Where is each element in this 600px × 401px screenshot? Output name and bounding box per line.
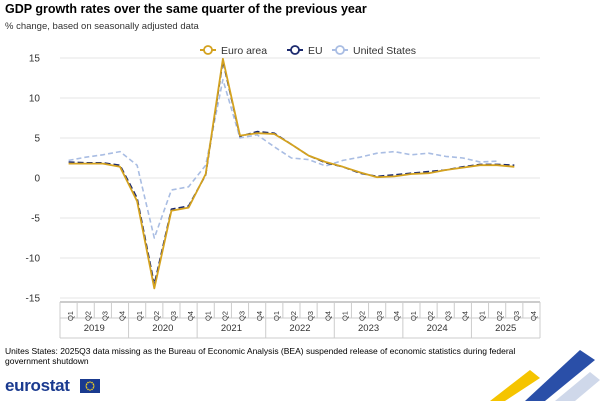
quarter-label: Q3 <box>306 311 315 321</box>
quarter-label: Q1 <box>66 311 75 321</box>
year-label: 2020 <box>152 323 173 334</box>
year-label: 2019 <box>84 323 105 334</box>
chart-subtitle: % change, based on seasonally adjusted d… <box>5 21 199 32</box>
quarter-label: Q3 <box>443 311 452 321</box>
chart-title: GDP growth rates over the same quarter o… <box>5 2 367 16</box>
quarter-label: Q3 <box>512 311 521 321</box>
quarter-label: Q2 <box>220 311 229 321</box>
y-tick-label: 0 <box>34 174 40 185</box>
quarter-label: Q1 <box>203 311 212 321</box>
legend-label: Euro area <box>221 45 267 57</box>
quarter-label: Q1 <box>135 311 144 321</box>
year-label: 2021 <box>221 323 242 334</box>
quarter-label: Q2 <box>289 311 298 321</box>
decorative-stripes <box>490 350 600 401</box>
quarter-label: Q1 <box>409 311 418 321</box>
quarter-label: Q4 <box>392 311 401 321</box>
y-tick-label: 5 <box>34 134 40 145</box>
eurostat-logo: eurostat <box>5 376 70 395</box>
quarter-label: Q3 <box>375 311 384 321</box>
legend-item: United States <box>332 45 416 57</box>
legend-marker <box>290 45 300 55</box>
year-label: 2023 <box>358 323 379 334</box>
quarter-label: Q4 <box>323 311 332 321</box>
year-label: 2022 <box>289 323 310 334</box>
quarter-label: Q4 <box>255 311 264 321</box>
eu-line <box>68 60 515 286</box>
footnote: Unites States: 2025Q3 data missing as th… <box>5 346 516 366</box>
legend-item: EU <box>287 45 323 57</box>
quarter-label: Q1 <box>478 311 487 321</box>
quarter-label: Q4 <box>118 311 127 321</box>
y-tick-label: 10 <box>29 94 41 105</box>
gdp-line-chart: 15 10 5 0 -5 -10 -15 Q1 Q2 Q3 Q4 Q1 Q2 Q3 Q4 Q1 Q2 Q3 Q4 Q1… <box>26 45 541 339</box>
y-tick-label: 15 <box>29 54 41 65</box>
year-label: 2025 <box>495 323 516 334</box>
euro-area-line <box>68 57 515 290</box>
quarter-label: Q3 <box>100 311 109 321</box>
united-states-line <box>68 78 498 239</box>
quarter-label: Q4 <box>186 311 195 321</box>
legend-marker <box>203 45 213 55</box>
legend-label: United States <box>353 45 416 57</box>
quarter-label: Q3 <box>238 311 247 321</box>
y-tick-label: -15 <box>26 294 41 305</box>
legend-label: EU <box>308 45 323 57</box>
year-label: 2024 <box>427 323 448 334</box>
quarter-label: Q4 <box>529 311 538 321</box>
quarter-label: Q1 <box>340 311 349 321</box>
y-tick-label: -5 <box>31 214 40 225</box>
quarter-label: Q2 <box>152 311 161 321</box>
eu-flag-icon <box>80 379 100 393</box>
quarter-label: Q2 <box>358 311 367 321</box>
quarter-label: Q2 <box>495 311 504 321</box>
quarter-label: Q2 <box>83 311 92 321</box>
legend-marker <box>335 45 345 55</box>
y-tick-label: -10 <box>26 254 41 265</box>
quarter-label: Q4 <box>460 311 469 321</box>
quarter-label: Q2 <box>426 311 435 321</box>
legend-item: Euro area <box>200 45 267 57</box>
quarter-label: Q1 <box>272 311 281 321</box>
quarter-label: Q3 <box>169 311 178 321</box>
